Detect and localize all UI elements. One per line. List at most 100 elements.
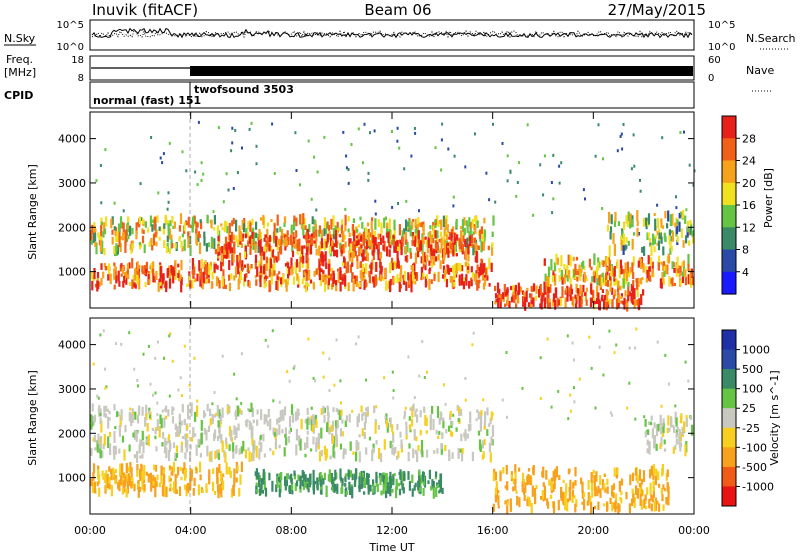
scatter-cell	[301, 263, 304, 268]
sky-search-panel: N.Sky 10^5 10^0 10^5 10^0 N.Search	[4, 19, 796, 53]
scatter-cell	[463, 277, 466, 283]
scatter-cell	[238, 408, 241, 414]
scatter-cell	[213, 414, 216, 418]
scatter-cell	[469, 235, 472, 246]
scatter-cell	[622, 278, 625, 289]
scatter-cell	[306, 254, 309, 261]
scatter-cell	[450, 232, 453, 245]
scatter-cell	[143, 469, 146, 481]
scatter-cell	[120, 342, 123, 346]
scatter-cell	[474, 226, 477, 234]
scatter-cell	[311, 216, 314, 225]
scatter-cell	[689, 226, 692, 235]
scatter-cell	[302, 235, 306, 239]
scatter-cell	[590, 501, 593, 514]
scatter-cell	[345, 166, 348, 170]
scatter-cell	[106, 478, 109, 489]
scatter-cell	[590, 283, 593, 293]
scatter-cell	[568, 287, 571, 297]
scatter-cell	[316, 170, 319, 174]
scatter-cell	[212, 468, 215, 475]
scatter-cell	[654, 475, 657, 486]
scatter-cell	[259, 263, 262, 274]
scatter-cell	[392, 389, 395, 393]
scatter-cell	[373, 277, 376, 288]
scatter-cell	[413, 127, 416, 130]
scatter-cell	[96, 394, 99, 398]
scatter-cell	[433, 254, 436, 266]
scatter-cell	[272, 450, 275, 456]
scatter-cell	[673, 427, 676, 433]
scatter-cell	[600, 297, 603, 302]
scatter-cell	[283, 233, 286, 238]
scatter-cell	[514, 472, 517, 483]
scatter-cell	[411, 221, 414, 230]
velocity-colorbar-label: Velocity [m s^-1]	[768, 370, 781, 465]
scatter-cell	[667, 495, 670, 506]
scatter-cell	[648, 237, 651, 242]
scatter-cell	[597, 259, 600, 271]
scatter-cell	[326, 275, 329, 279]
scatter-cell	[414, 449, 417, 455]
scatter-cell	[355, 281, 358, 287]
scatter-cell	[99, 408, 102, 414]
scatter-cell	[344, 448, 347, 455]
scatter-cell	[371, 250, 374, 256]
scatter-cell	[240, 242, 243, 248]
scatter-cell	[367, 488, 370, 495]
scatter-cell	[238, 229, 241, 242]
scatter-cell	[361, 253, 364, 257]
scatter-cell	[322, 478, 325, 485]
scatter-cell	[218, 249, 221, 255]
scatter-cell	[338, 227, 341, 232]
scatter-cell	[371, 245, 374, 255]
scatter-cell	[379, 252, 383, 259]
scatter-cell	[213, 391, 216, 394]
scatter-cell	[103, 473, 106, 483]
scatter-cell	[217, 126, 220, 130]
scatter-cell	[108, 263, 111, 275]
scatter-cell	[242, 440, 245, 452]
scatter-cell	[307, 139, 310, 143]
scatter-cell	[492, 122, 494, 126]
scatter-cell	[443, 241, 447, 254]
scatter-cell	[482, 398, 485, 402]
scatter-cell	[549, 494, 553, 499]
scatter-cell	[373, 405, 376, 414]
scatter-cell	[412, 448, 415, 459]
scatter-cell	[289, 427, 292, 432]
scatter-cell	[653, 213, 656, 216]
scatter-cell	[360, 405, 363, 413]
scatter-cell	[353, 251, 356, 257]
scatter-cell	[657, 240, 661, 251]
scatter-cell	[341, 261, 345, 267]
scatter-cell	[667, 415, 670, 426]
scatter-cell	[460, 241, 463, 250]
scatter-cell	[688, 163, 691, 167]
scatter-cell	[376, 483, 379, 492]
scatter-cell	[138, 447, 141, 454]
scatter-cell	[588, 335, 591, 339]
scatter-cell	[97, 407, 100, 413]
scatter-cell	[389, 488, 392, 497]
scatter-cell	[546, 275, 549, 284]
scatter-cell	[571, 492, 574, 503]
scatter-cell	[645, 278, 648, 283]
scatter-cell	[124, 424, 127, 433]
scatter-cell	[250, 121, 253, 125]
scatter-cell	[132, 274, 135, 286]
scatter-cell	[168, 228, 172, 240]
scatter-cell	[168, 141, 171, 145]
scatter-cell	[165, 415, 168, 420]
scatter-cell	[288, 485, 291, 494]
scatter-cell	[200, 271, 203, 280]
scatter-cell	[187, 236, 190, 248]
scatter-cell	[556, 257, 559, 265]
scatter-cell	[284, 406, 287, 416]
scatter-cell	[163, 356, 165, 360]
cpid-frame	[89, 81, 695, 109]
scatter-cell	[335, 338, 338, 342]
scatter-cell	[582, 260, 585, 269]
scatter-cell	[108, 476, 111, 485]
scatter-cell	[630, 292, 633, 302]
